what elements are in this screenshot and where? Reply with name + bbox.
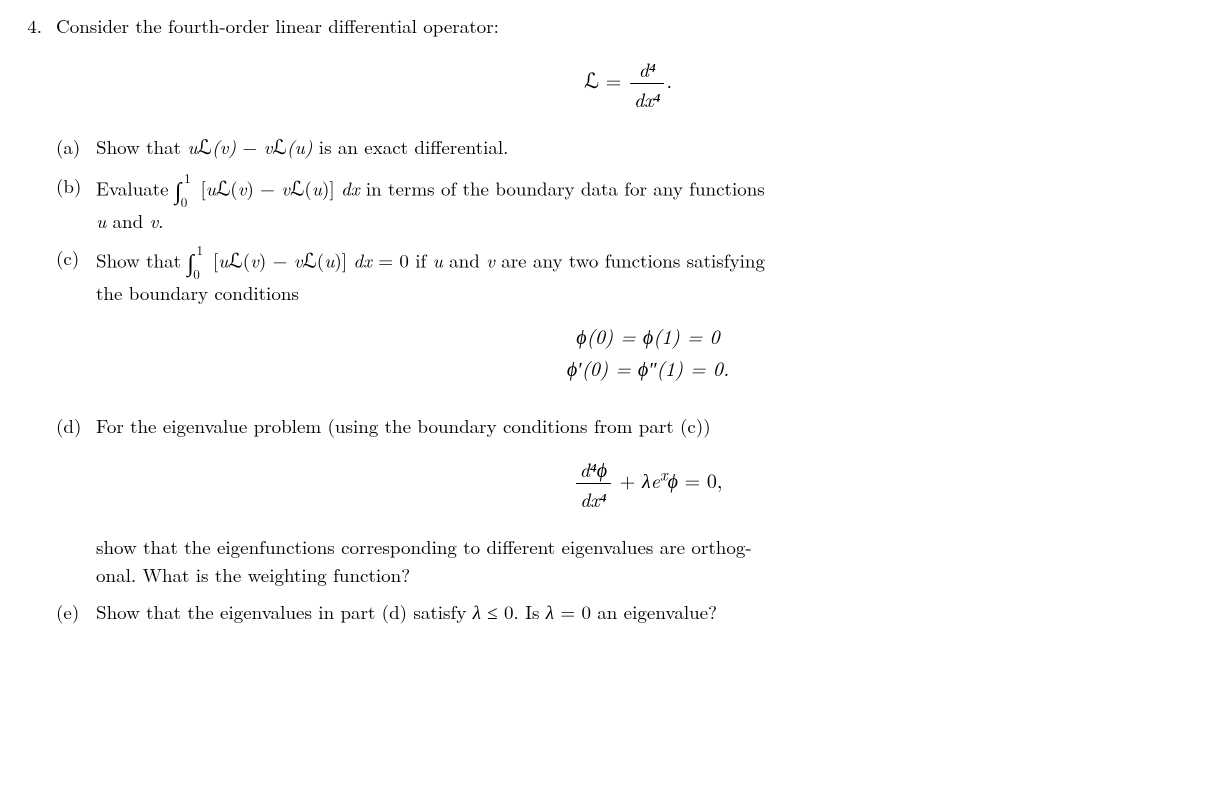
problem: 4. Consider the fourth-order linear diff…: [18, 12, 1200, 636]
frac-den: dx⁴: [630, 84, 664, 113]
frac-num: d⁴: [630, 54, 664, 84]
bc-line2: ϕ′(0) = ϕ″(1) = 0.: [567, 353, 729, 382]
parts-list: (a) Show that uℒ(v) − vℒ(u) is an exact …: [56, 133, 1200, 626]
part-b-mid: in terms of the boundary data for any fu…: [360, 175, 765, 202]
eq-den: dx⁴: [576, 484, 612, 513]
eq-num: d⁴ϕ: [576, 454, 612, 484]
part-d-line1: For the eigenvalue problem (using the bo…: [96, 412, 711, 439]
part-a-text: Show that uℒ(v) − vℒ(u) is an exact diff…: [96, 133, 1200, 163]
integral-b: ∫01: [175, 172, 182, 206]
part-d-line2b: onal. What is the weighting function?: [96, 561, 410, 588]
part-b-text: Evaluate ∫01 [uℒ(v) − vℒ(u)] dx in terms…: [96, 172, 1200, 234]
part-d-line2a: show that the eigenfunctions correspondi…: [96, 533, 752, 560]
problem-number: 4.: [18, 12, 42, 636]
part-c-label: (c): [56, 244, 86, 402]
integral-c: ∫01: [187, 244, 194, 278]
period: .: [666, 64, 672, 93]
part-a-post: is an exact differential.: [312, 133, 508, 160]
part-b: (b) Evaluate ∫01 [uℒ(v) − vℒ(u)] dx in t…: [56, 172, 1200, 234]
part-e-text: Show that the eigenvalues in part (d) sa…: [96, 598, 1200, 626]
part-b-label: (b): [56, 172, 86, 234]
equals: =: [606, 64, 628, 93]
part-c: (c) Show that ∫01 [uℒ(v) − vℒ(u)] dx = 0…: [56, 244, 1200, 402]
operator-definition: ℒ = d⁴ dx⁴ .: [56, 54, 1200, 113]
part-c-pre: Show that: [96, 247, 187, 274]
part-d: (d) For the eigenvalue problem (using th…: [56, 412, 1200, 588]
part-e: (e) Show that the eigenvalues in part (d…: [56, 598, 1200, 626]
eq-fraction: d⁴ϕ dx⁴: [576, 454, 612, 513]
part-c-text: Show that ∫01 [uℒ(v) − vℒ(u)] dx = 0 if …: [96, 244, 1200, 402]
part-a-label: (a): [56, 133, 86, 163]
part-b-pre: Evaluate: [96, 175, 175, 202]
bc-line1: ϕ(0) = ϕ(1) = 0: [576, 321, 719, 350]
boundary-conditions: ϕ(0) = ϕ(1) = 0 ϕ′(0) = ϕ″(1) = 0.: [96, 320, 1200, 384]
part-d-label: (d): [56, 412, 86, 588]
problem-body: Consider the fourth-order linear differe…: [56, 12, 1200, 636]
operator-fraction: d⁴ dx⁴: [630, 54, 664, 113]
part-a-pre: Show that: [96, 133, 187, 160]
part-e-label: (e): [56, 598, 86, 626]
eigenvalue-equation: d⁴ϕ dx⁴ + λexϕ = 0,: [96, 454, 1200, 513]
part-a: (a) Show that uℒ(v) − vℒ(u) is an exact …: [56, 133, 1200, 163]
intro-text: Consider the fourth-order linear differe…: [56, 12, 1200, 40]
operator-symbol: ℒ: [584, 68, 599, 92]
part-d-text: For the eigenvalue problem (using the bo…: [96, 412, 1200, 588]
